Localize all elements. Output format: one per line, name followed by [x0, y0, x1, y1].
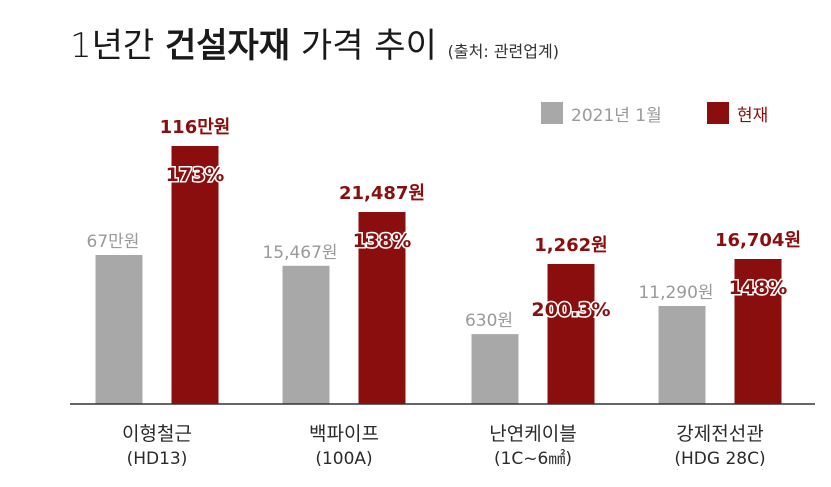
category-sublabel: (1C~6㎟): [494, 449, 572, 469]
title-bold-text: 건설자재: [165, 26, 291, 66]
category-label: 난연케이블: [489, 423, 576, 445]
bar-current: [734, 259, 782, 404]
bar-previous: [282, 265, 330, 404]
value-label-current: 21,487원: [339, 183, 425, 204]
legend-swatch-previous: [541, 102, 563, 124]
legend-item-current: 현재: [707, 100, 768, 126]
change-percent-label: 200.3%: [531, 299, 610, 321]
legend-item-previous: 2021년 1월: [541, 100, 662, 126]
category-label: 백파이프: [309, 423, 379, 445]
change-percent-label: 138%: [353, 230, 412, 252]
bar-current: [547, 264, 595, 404]
title-text-1: 1년간: [70, 26, 165, 66]
value-label-previous: 67만원: [87, 232, 140, 252]
bar-current: [358, 212, 406, 404]
title-text-2: 가격 추이: [290, 26, 448, 66]
legend-label-current: 현재: [737, 105, 769, 126]
category-label: 이형철근: [122, 423, 192, 445]
legend-label-previous: 2021년 1월: [571, 105, 662, 126]
value-label-previous: 11,290원: [638, 283, 713, 303]
category-label: 강제전선관: [676, 423, 763, 445]
value-label-previous: 630원: [465, 311, 513, 331]
bar-current: [171, 146, 219, 404]
bar-previous: [658, 305, 706, 404]
value-label-current: 1,262원: [534, 235, 608, 256]
bar-previous: [95, 254, 143, 404]
value-label-previous: 15,467원: [262, 243, 337, 263]
legend-swatch-current: [707, 102, 729, 124]
bar-previous: [471, 334, 519, 404]
category-sublabel: (HD13): [127, 449, 188, 469]
title-source: (출처: 관련업계): [447, 42, 559, 61]
category-sublabel: (HDG 28C): [674, 449, 765, 469]
value-label-current: 16,704원: [715, 230, 801, 251]
change-percent-label: 148%: [729, 277, 788, 299]
change-percent-label: 173%: [166, 164, 225, 186]
chart-title: 1년간 건설자재 가격 추이 (출처: 관련업계): [70, 24, 559, 74]
value-label-current: 116만원: [160, 117, 231, 138]
category-sublabel: (100A): [315, 449, 372, 469]
